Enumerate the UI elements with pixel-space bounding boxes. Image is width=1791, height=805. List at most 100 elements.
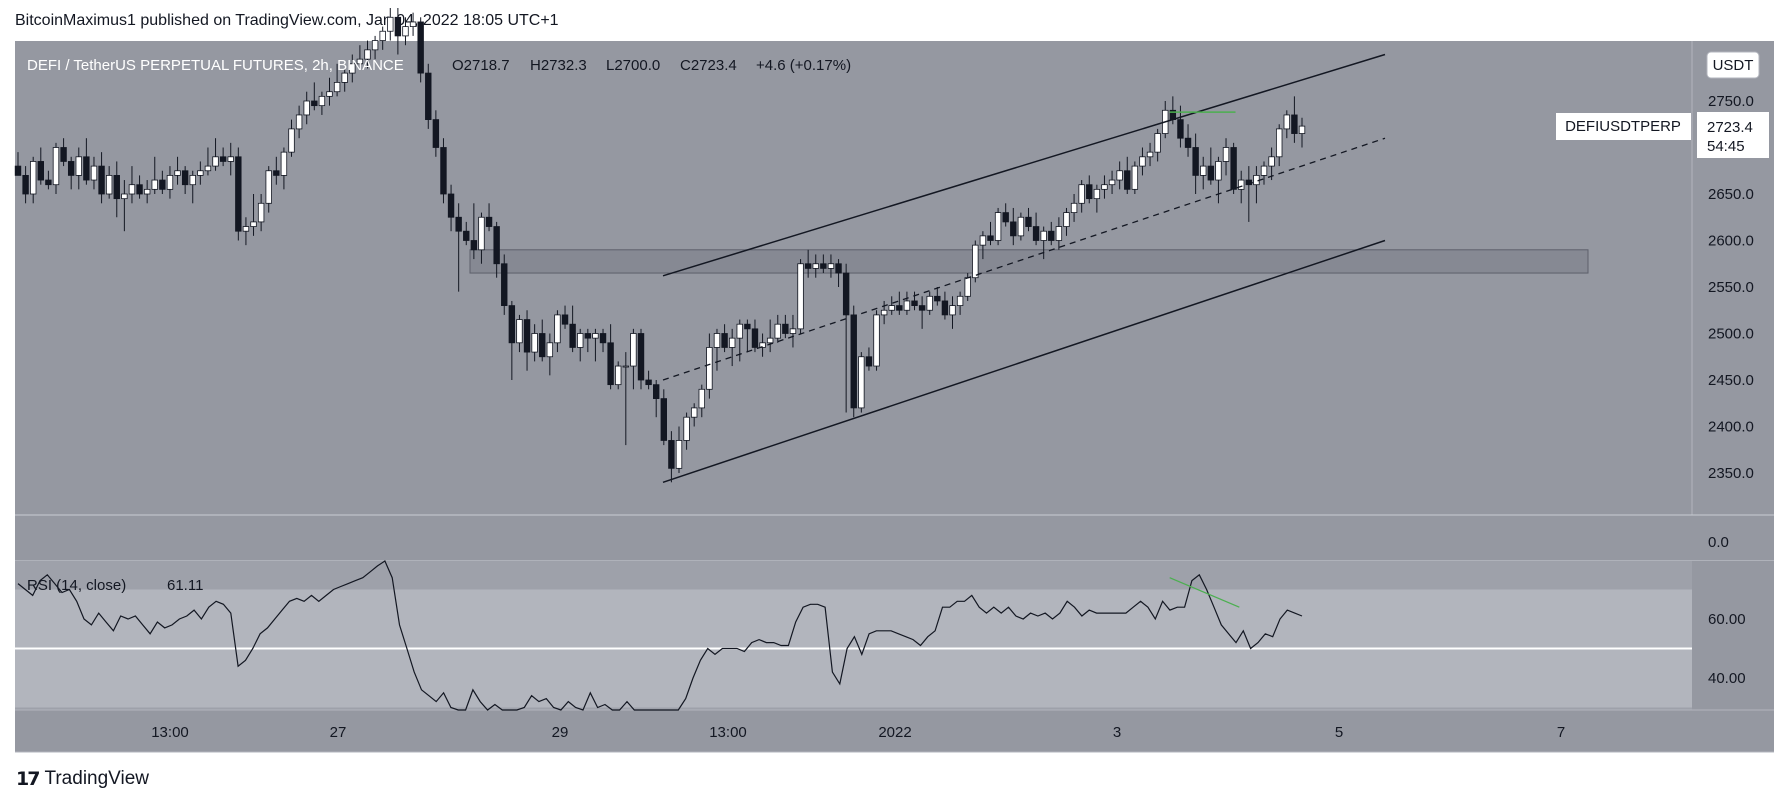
- candle-up: [212, 156, 219, 167]
- candle-down: [835, 263, 842, 274]
- candle-down: [235, 156, 242, 232]
- candle-up: [356, 58, 364, 65]
- candle-up: [979, 235, 987, 246]
- candle-up: [903, 300, 911, 311]
- candle-down: [653, 384, 660, 399]
- candle-up: [546, 342, 554, 358]
- candle-up: [972, 244, 979, 279]
- price-axis-tick: 2550.0: [1708, 279, 1754, 296]
- candle-up: [364, 49, 371, 60]
- candle-down: [668, 440, 675, 469]
- candle-up: [280, 151, 288, 176]
- candle-down: [98, 165, 105, 195]
- candle-down: [463, 230, 470, 241]
- candle-up: [105, 174, 113, 195]
- legend-low: L2700.0: [606, 57, 660, 74]
- candle-up: [189, 174, 196, 186]
- time-axis-tick: 29: [552, 724, 569, 741]
- candle-down: [934, 295, 941, 302]
- time-axis-background: [15, 710, 1774, 752]
- candle-down: [136, 184, 143, 195]
- candle-down: [1002, 212, 1009, 223]
- candle-up: [1268, 156, 1275, 167]
- candle-up: [858, 356, 865, 409]
- legend-close: C2723.4: [680, 57, 737, 74]
- candle-down: [83, 156, 90, 181]
- candle-down: [1177, 119, 1184, 139]
- candle-down: [896, 305, 903, 311]
- candle-down: [1010, 221, 1017, 237]
- candle-down: [37, 161, 44, 181]
- tradingview-footer[interactable]: 17 TradingView: [16, 768, 149, 790]
- candle-up: [1040, 230, 1047, 241]
- currency-label: USDT: [1713, 57, 1754, 74]
- bar-countdown: 54:45: [1707, 138, 1745, 155]
- candle-up: [698, 388, 705, 409]
- time-axis-tick: 27: [330, 724, 347, 741]
- time-axis-tick: 7: [1557, 724, 1565, 741]
- candle-up: [1283, 114, 1291, 130]
- last-price-value: 2723.4: [1707, 119, 1753, 136]
- candle-up: [1222, 147, 1230, 162]
- candle-up: [402, 26, 409, 37]
- candle-up: [994, 212, 1002, 241]
- candle-up: [797, 263, 804, 330]
- separator-band: [15, 515, 1774, 561]
- candle-up: [52, 147, 60, 186]
- tradingview-brand: TradingView: [44, 768, 150, 789]
- candle-up: [1017, 216, 1025, 237]
- candle-down: [1291, 114, 1298, 134]
- candle-down: [721, 333, 728, 348]
- candle-up: [1063, 212, 1070, 227]
- last-price-tag: [1697, 112, 1769, 158]
- candle-up: [1093, 188, 1101, 200]
- candle-up: [379, 30, 386, 41]
- candle-up: [949, 305, 956, 316]
- channel-mid-dashed-line: [662, 137, 1386, 381]
- candle-down: [1124, 170, 1131, 190]
- candle-up: [128, 184, 136, 195]
- candle-up: [1101, 184, 1108, 190]
- candle-up: [341, 72, 348, 83]
- legend-open: O2718.7: [452, 57, 510, 74]
- candle-down: [113, 174, 120, 200]
- legend-high: H2732.3: [530, 57, 587, 74]
- candle-up: [964, 277, 971, 297]
- candle-up: [1154, 133, 1161, 153]
- candle-up: [333, 82, 341, 93]
- candle-down: [417, 21, 424, 74]
- candle-down: [394, 16, 402, 37]
- candle-down: [842, 272, 850, 316]
- candle-up: [1070, 202, 1078, 214]
- candle-down: [607, 342, 614, 386]
- candle-up: [630, 333, 637, 367]
- candle-up: [827, 263, 835, 269]
- currency-badge[interactable]: [1706, 51, 1760, 79]
- candle-up: [615, 365, 622, 386]
- channel-upper-line: [662, 53, 1386, 277]
- price-axis-tick: 2400.0: [1708, 419, 1754, 436]
- candle-up: [174, 170, 181, 176]
- candle-up: [478, 216, 485, 251]
- trading-chart[interactable]: 2750.02700.02650.02600.02550.02500.02450…: [0, 0, 1791, 760]
- candle-down: [432, 119, 440, 148]
- candle-down: [1230, 147, 1237, 190]
- symbol-price-tag-label: DEFIUSDTPERP: [1565, 118, 1681, 135]
- candle-up: [197, 170, 204, 176]
- candle-down: [569, 323, 576, 348]
- candle-up: [326, 91, 333, 97]
- channel-lower-line: [662, 239, 1386, 484]
- candle-up: [622, 365, 630, 368]
- candle-up: [204, 165, 212, 172]
- rsi-legend-value: 61.11: [167, 577, 203, 594]
- candle-up: [318, 95, 326, 107]
- rsi-axis-background: [1692, 561, 1774, 710]
- candle-up: [1078, 184, 1085, 204]
- candle-down: [159, 179, 166, 190]
- candle-up: [1238, 179, 1245, 190]
- candle-down: [918, 305, 926, 311]
- time-axis-tick: 13:00: [151, 724, 189, 741]
- separator-axis-label: 0.0: [1708, 534, 1729, 551]
- candle-down: [911, 300, 918, 307]
- candle-up: [250, 221, 257, 227]
